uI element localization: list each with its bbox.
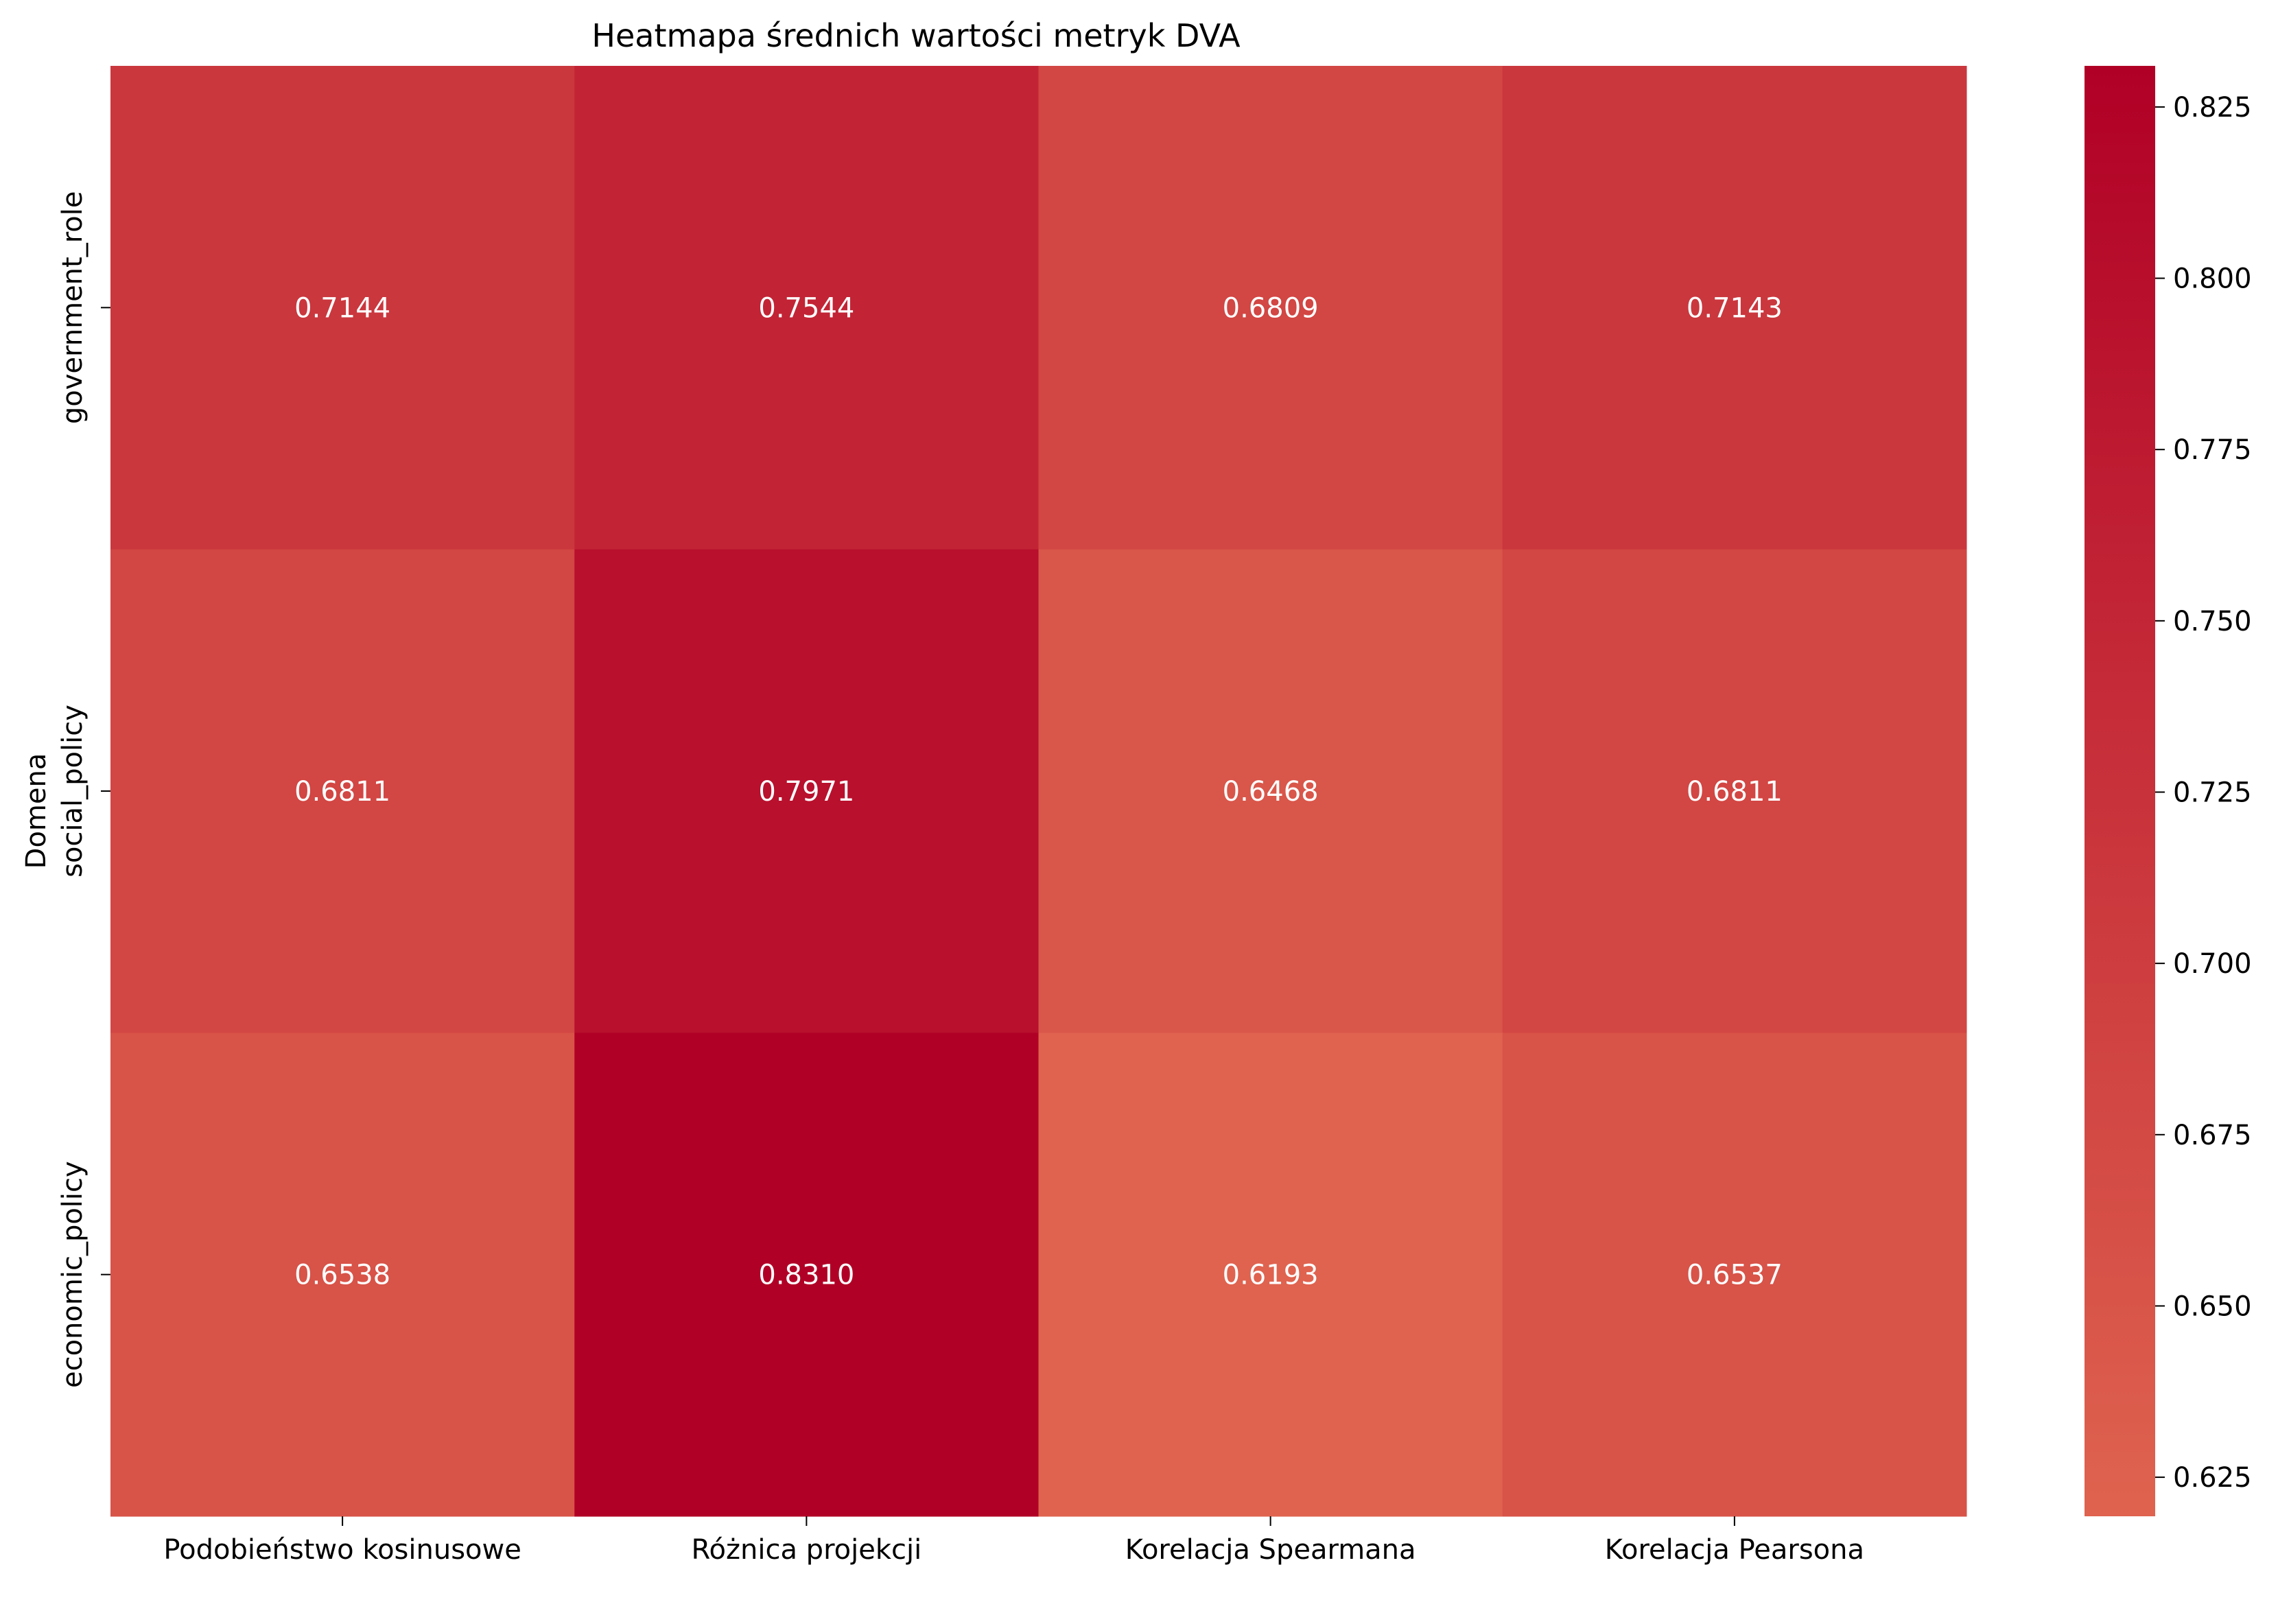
colorbar-tick-label: 0.800 [2173, 263, 2252, 295]
cell-value-label: 0.6811 [294, 776, 390, 808]
colorbar-tick-label: 0.650 [2173, 1291, 2252, 1322]
cell-value-label: 0.7544 [758, 292, 854, 324]
heatmap-cell [1038, 66, 1503, 550]
colorbar-tick-label: 0.700 [2173, 948, 2252, 980]
heatmap-cell [110, 549, 575, 1033]
heatmap-cell [110, 1033, 575, 1517]
heatmap-cell [574, 1033, 1039, 1517]
colorbar [2085, 66, 2155, 1516]
heatmap-cell [1502, 1033, 1967, 1517]
heatmap-cell [110, 66, 575, 550]
colorbar-tick-label: 0.725 [2173, 777, 2252, 808]
colorbar-tick-label: 0.675 [2173, 1120, 2252, 1151]
colorbar-tick-label: 0.750 [2173, 606, 2252, 637]
y-axis-ticks: government_role social_policy economic_pol… [57, 191, 110, 1388]
heatmap-cell [1038, 1033, 1503, 1517]
colorbar-tick-label: 0.625 [2173, 1462, 2252, 1494]
heatmap-cell [1038, 549, 1503, 1033]
cell-value-label: 0.6537 [1687, 1260, 1783, 1291]
y-tick-label: government_role [57, 191, 89, 425]
cell-value-label: 0.6538 [294, 1260, 390, 1291]
x-axis-ticks: Podobieństwo kosinusowe Różnica projekcji… [163, 1516, 1864, 1566]
colorbar-tick-label: 0.825 [2173, 92, 2252, 123]
chart-title: Heatmapa średnich wartości metryk DVA [591, 17, 1241, 54]
heatmap-cell [1502, 549, 1967, 1033]
y-tick-label: social_policy [57, 705, 89, 878]
heatmap-cells: 0.7144 0.7544 0.6809 0.7143 0.6811 0.7971 0.64… [110, 66, 1967, 1517]
heatmap-cell [574, 549, 1039, 1033]
y-tick-label: economic_policy [57, 1161, 89, 1388]
cell-value-label: 0.7143 [1687, 292, 1783, 324]
cell-value-label: 0.7144 [294, 292, 390, 324]
x-tick-label: Korelacja Spearmana [1125, 1534, 1416, 1566]
cell-value-label: 0.7971 [758, 776, 854, 808]
y-axis-label: Domena [21, 753, 52, 869]
cell-value-label: 0.6811 [1687, 776, 1783, 808]
x-tick-label: Podobieństwo kosinusowe [163, 1534, 521, 1566]
cell-value-label: 0.6809 [1223, 292, 1319, 324]
colorbar-tick-label: 0.775 [2173, 434, 2252, 466]
cell-value-label: 0.6193 [1223, 1260, 1319, 1291]
cell-value-label: 0.6468 [1223, 776, 1319, 808]
heatmap-cell [1502, 66, 1967, 550]
x-tick-label: Różnica projekcji [692, 1534, 922, 1566]
heatmap-cell [574, 66, 1039, 550]
cell-value-label: 0.8310 [758, 1260, 854, 1291]
x-tick-label: Korelacja Pearsona [1605, 1534, 1864, 1566]
colorbar-ticks: 0.625 0.650 0.675 0.700 0.725 0.750 0.775 0.800… [2155, 92, 2252, 1494]
